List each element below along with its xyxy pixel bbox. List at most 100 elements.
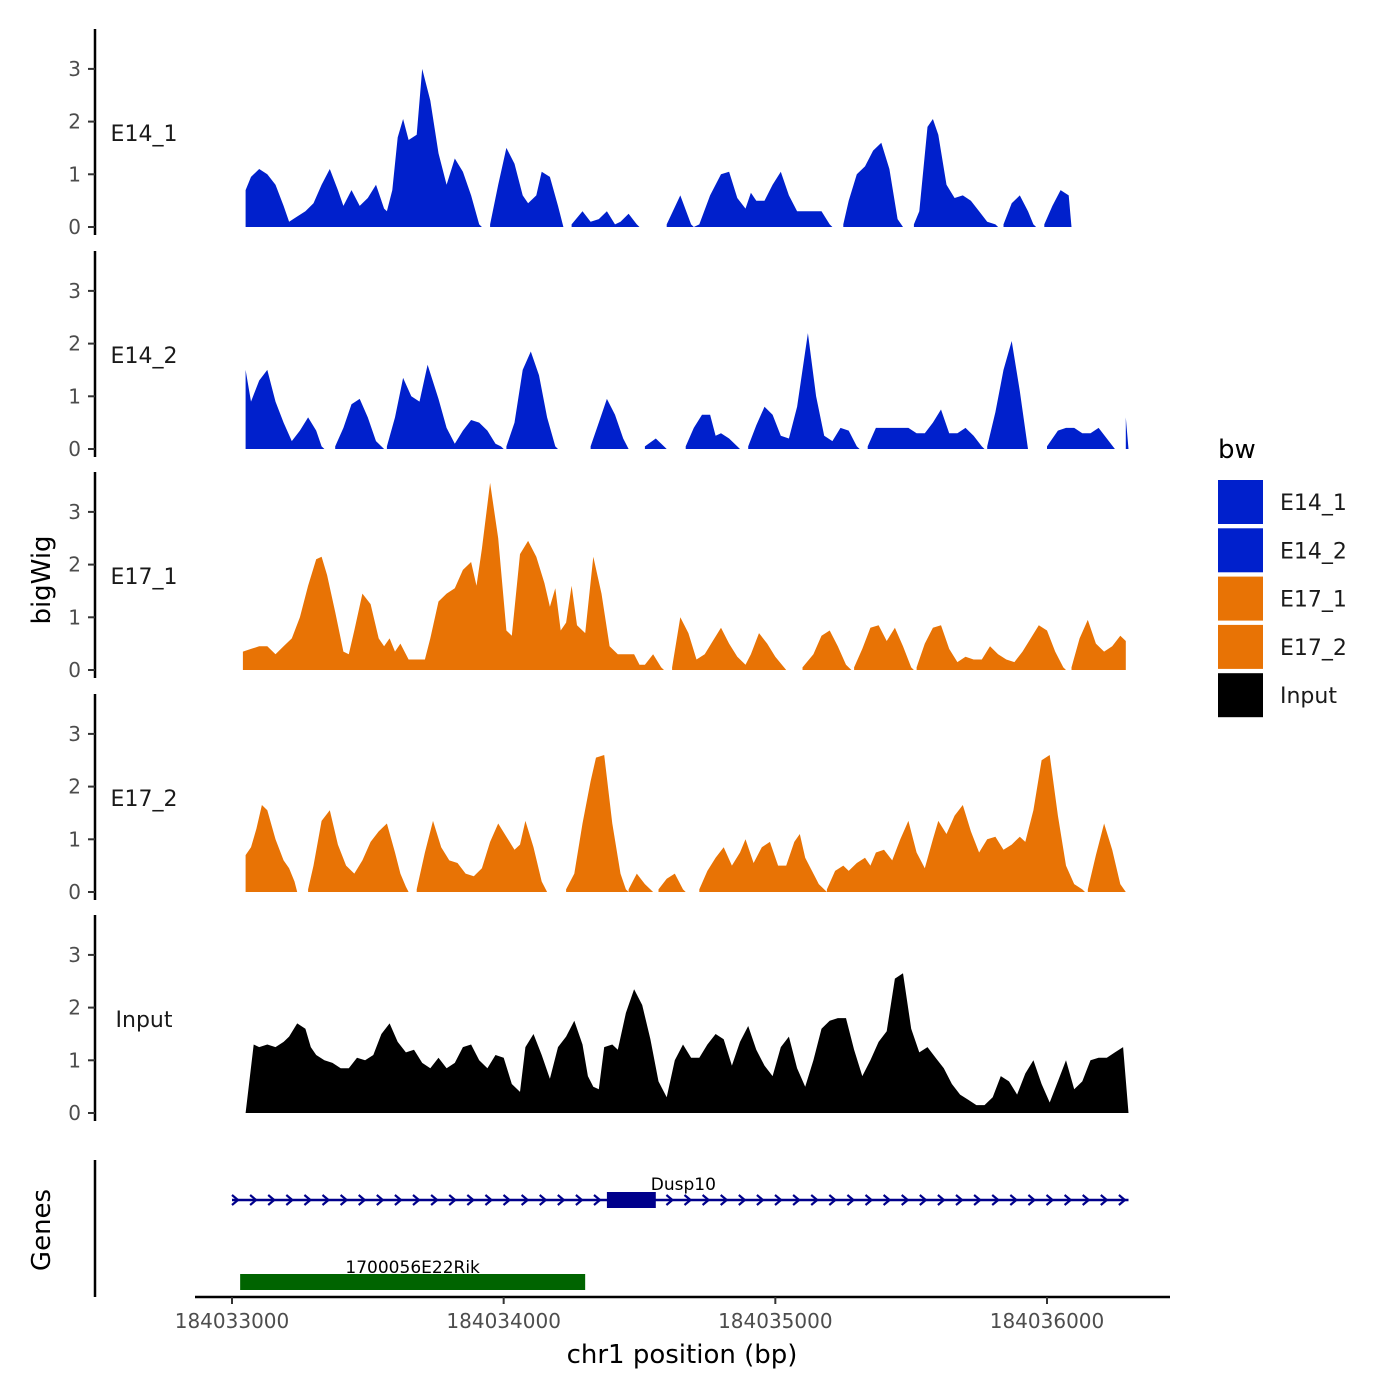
y-tick-label: 0 xyxy=(68,1101,81,1125)
track-E14_1: 0 1 2 3 E14_1 xyxy=(68,29,1072,239)
track-label: E14_2 xyxy=(111,344,178,369)
y-tick-label: 1 xyxy=(68,1048,81,1072)
gene-exon xyxy=(606,1192,656,1208)
strand-arrow xyxy=(394,1194,403,1206)
strand-arrow xyxy=(683,1194,693,1206)
legend-key-E17_2 xyxy=(1218,624,1263,669)
strand-arrow xyxy=(828,1194,838,1206)
track-label: E14_1 xyxy=(111,122,178,147)
strand-arrow xyxy=(882,1194,892,1206)
y-tick-label: 2 xyxy=(68,110,81,134)
x-axis-title: chr1 position (bp) xyxy=(567,1340,798,1370)
strand-arrow xyxy=(412,1194,421,1206)
strand-arrow xyxy=(719,1194,729,1206)
strand-arrow xyxy=(484,1194,494,1206)
strand-arrow xyxy=(575,1194,584,1206)
y-tick-label: 0 xyxy=(68,437,81,461)
strand-arrow xyxy=(538,1194,548,1206)
strand-arrow xyxy=(792,1194,801,1206)
strand-arrow xyxy=(520,1194,530,1206)
track-E14_2: 0 1 2 3 E14_2 xyxy=(68,251,1129,461)
legend-label: E14_1 xyxy=(1280,491,1347,516)
strand-arrow xyxy=(756,1194,765,1206)
strand-arrow xyxy=(1027,1194,1037,1206)
strand-arrow xyxy=(991,1194,1000,1206)
strand-arrow xyxy=(231,1194,240,1206)
legend-title: bw xyxy=(1218,435,1256,465)
gene-label: 1700056E22Rik xyxy=(345,1258,480,1278)
strand-arrow xyxy=(1045,1194,1055,1206)
strand-arrow xyxy=(321,1194,331,1206)
legend-key-E17_1 xyxy=(1218,576,1263,621)
x-tick-label: 184035000 xyxy=(718,1309,833,1333)
strand-arrow xyxy=(738,1194,747,1206)
strand-arrow xyxy=(1081,1194,1091,1206)
y-tick-label: 0 xyxy=(68,215,81,239)
track-E17_2: 0 1 2 3 E17_2 xyxy=(68,694,1126,904)
legend-label: E17_1 xyxy=(1280,588,1347,613)
y-tick-label: 3 xyxy=(68,57,81,81)
y-axis-title: bigWig xyxy=(27,535,57,624)
track-Input: 0 1 2 3 Input xyxy=(68,915,1129,1125)
strand-arrow xyxy=(937,1194,946,1206)
area-series-E17_2 xyxy=(245,755,1126,892)
y-tick-label: 1 xyxy=(68,827,81,851)
strand-arrow xyxy=(593,1194,602,1206)
x-tick-label: 184033000 xyxy=(175,1309,290,1333)
strand-arrow xyxy=(339,1194,349,1206)
strand-arrow xyxy=(285,1194,295,1206)
strand-arrow xyxy=(1100,1194,1109,1206)
area-series-E17_1 xyxy=(242,482,1126,670)
strand-arrow xyxy=(973,1194,982,1206)
legend-key-Input xyxy=(1218,673,1263,718)
y-tick-label: 2 xyxy=(68,332,81,356)
y-tick-label: 2 xyxy=(68,553,81,577)
y-tick-label: 3 xyxy=(68,500,81,524)
strand-arrow xyxy=(900,1194,910,1206)
area-series-E14_2 xyxy=(245,333,1129,449)
strand-arrow xyxy=(1063,1194,1073,1206)
legend-label: Input xyxy=(1280,684,1337,709)
genes-panel: Dusp10 1700056E22Rik xyxy=(93,1160,1129,1297)
legend-key-E14_2 xyxy=(1218,528,1263,573)
track-E17_1: 0 1 2 3 E17_1 xyxy=(68,472,1126,682)
y-tick-label: 2 xyxy=(68,775,81,799)
x-tick-label: 184036000 xyxy=(990,1309,1105,1333)
strand-arrow xyxy=(1118,1194,1127,1206)
legend: bw E14_1 E14_2 E17_1 E17_2 Input xyxy=(1218,435,1347,718)
y-tick-label: 1 xyxy=(68,605,81,629)
strand-arrow xyxy=(303,1194,313,1206)
strand-arrow xyxy=(357,1194,367,1206)
strand-arrow xyxy=(919,1194,928,1206)
strand-arrow xyxy=(267,1194,276,1206)
area-series-Input xyxy=(245,973,1129,1113)
strand-arrow xyxy=(249,1194,258,1206)
strand-arrow xyxy=(701,1194,711,1206)
legend-label: E17_2 xyxy=(1280,636,1347,661)
strand-arrow xyxy=(665,1194,675,1206)
y-tick-label: 0 xyxy=(68,658,81,682)
strand-arrow xyxy=(448,1194,457,1206)
strand-arrow xyxy=(466,1194,476,1206)
y-tick-label: 1 xyxy=(68,384,81,408)
gene-body xyxy=(240,1274,586,1290)
strand-arrow xyxy=(955,1194,964,1206)
gene-label: Dusp10 xyxy=(651,1175,716,1195)
y-tick-label: 3 xyxy=(68,279,81,303)
bigwig-tracks: 0 1 2 3 E14_1 0 1 2 3 E14_2 0 1 2 3 E17_1 0 1 2 3 E17_2 0 1 2 3… xyxy=(68,29,1129,1125)
genes-axis-title: Genes xyxy=(27,1189,57,1271)
gene-Dusp10: Dusp10 xyxy=(231,1175,1129,1208)
y-tick-label: 2 xyxy=(68,996,81,1020)
y-tick-label: 3 xyxy=(68,722,81,746)
track-label: Input xyxy=(116,1008,173,1033)
strand-arrow xyxy=(557,1194,566,1206)
track-label: E17_2 xyxy=(111,787,178,812)
x-axis: 184033000 184034000 184035000 184036000 xyxy=(175,1295,1170,1333)
x-tick-label: 184034000 xyxy=(446,1309,561,1333)
legend-label: E14_2 xyxy=(1280,539,1347,564)
strand-arrow xyxy=(846,1194,856,1206)
y-tick-label: 0 xyxy=(68,880,81,904)
strand-arrow xyxy=(376,1194,385,1206)
